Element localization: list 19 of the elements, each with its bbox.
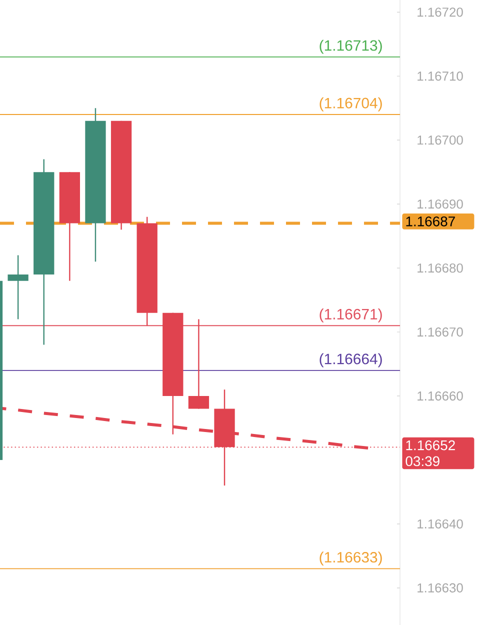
ref-line-label: (1.16671) [320,308,382,322]
text: 03:39 [406,456,440,466]
ref-line-label: 1.16652 [406,440,455,450]
y-tick-label: 1.16640 [418,519,463,529]
y-tick-label: 1.16630 [418,583,463,592]
ref-line-label: (1.16713) [320,40,382,54]
y-tick-label: 1.16670 [418,327,463,337]
ref-line-label: (1.16633) [320,552,382,566]
y-tick-label: 1.16660 [418,391,463,401]
y-tick-label: 1.16680 [418,263,463,273]
y-tick-label: 1.16700 [418,136,463,145]
ref-line-label: 1.16687 [406,216,455,226]
candlestick [8,254,28,320]
candlestick [188,318,210,410]
y-tick-label: 1.16720 [418,8,463,17]
y-tick-label: 1.16690 [418,199,463,209]
ref-line-label: (1.16704) [320,97,382,112]
y-tick-label: 1.16710 [418,72,463,81]
ref-line-label: (1.16664) [320,353,382,368]
